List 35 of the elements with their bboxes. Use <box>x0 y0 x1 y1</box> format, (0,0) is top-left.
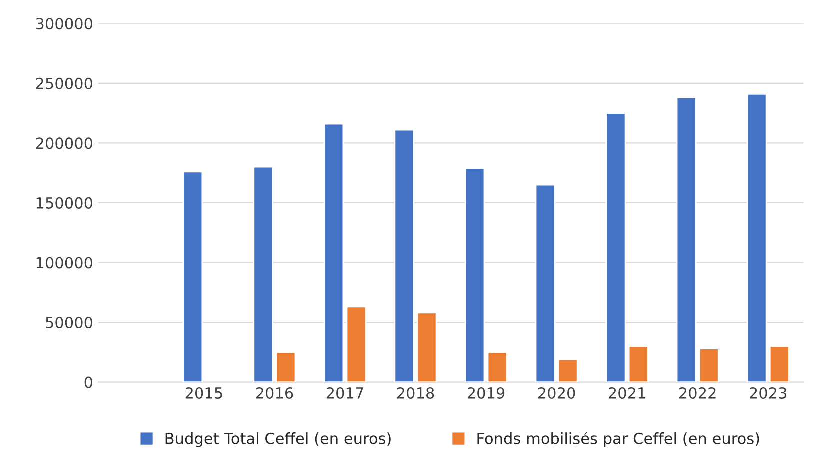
legend-label: Fonds mobilisés par Ceffel (en euros) <box>478 432 760 448</box>
bar <box>253 166 274 382</box>
bar <box>182 171 204 382</box>
x-tick-label: 2018 <box>397 387 434 400</box>
bar <box>628 346 649 382</box>
bar <box>464 168 486 382</box>
y-tick-label: 150000 <box>36 197 93 209</box>
x-tick-label: 2019 <box>468 387 505 400</box>
bar <box>416 312 438 382</box>
bar <box>558 358 578 382</box>
x-tick-label: 2021 <box>608 387 646 400</box>
x-tick-label: 2017 <box>326 387 364 400</box>
bar <box>676 97 697 382</box>
x-tick-label: 2015 <box>186 387 222 400</box>
bar <box>324 123 344 382</box>
x-tick-label: 2022 <box>680 387 716 400</box>
y-tick-label: 200000 <box>36 138 93 150</box>
bar <box>606 112 626 382</box>
bar <box>276 352 296 382</box>
x-tick-label: 2023 <box>750 387 787 400</box>
y-tick-label: 0 <box>84 376 93 388</box>
bar <box>487 352 508 382</box>
bar <box>394 129 415 382</box>
x-tick-label: 2020 <box>538 387 576 400</box>
y-tick-label: 100000 <box>36 257 93 269</box>
bar <box>769 346 790 382</box>
bar <box>346 306 367 382</box>
x-tick-label: 2016 <box>256 387 294 400</box>
y-tick-label: 300000 <box>36 18 93 30</box>
legend-label: Budget Total Ceffel (en euros) <box>166 432 391 448</box>
bar <box>746 93 768 382</box>
bar <box>535 184 556 382</box>
y-tick-label: 50000 <box>46 317 93 329</box>
bar <box>698 348 720 382</box>
y-tick-label: 250000 <box>36 78 93 90</box>
